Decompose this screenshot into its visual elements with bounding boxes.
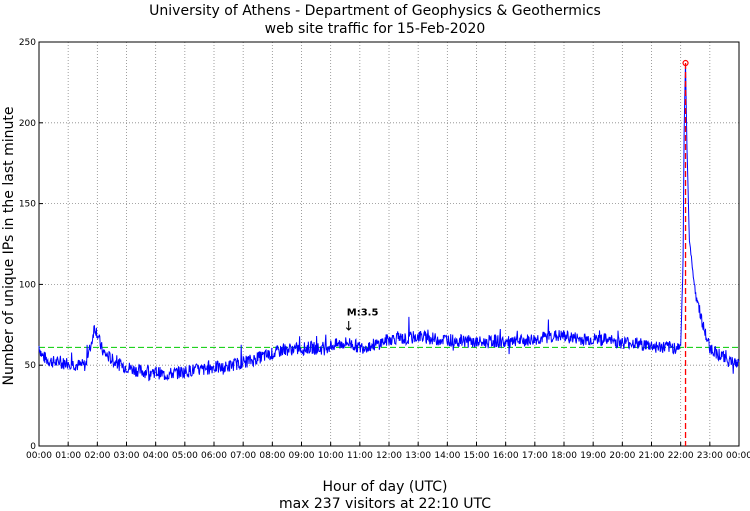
annotation-label: M:3.5 (347, 308, 379, 319)
x-tick-label: 08:00 (259, 451, 285, 461)
y-tick-label: 250 (19, 38, 36, 48)
x-tick-label: 09:00 (289, 451, 315, 461)
chart-title: University of Athens - Department of Geo… (149, 3, 601, 19)
x-tick-label: 16:00 (493, 451, 519, 461)
y-tick-label: 100 (19, 280, 36, 290)
x-tick-label: 12:00 (376, 451, 402, 461)
annotation-arrow-icon: ↓ (343, 320, 354, 335)
x-tick-label: 10:00 (318, 451, 344, 461)
x-tick-label: 13:00 (405, 451, 431, 461)
y-tick-label: 50 (25, 361, 37, 371)
x-tick-label: 15:00 (464, 451, 490, 461)
x-tick-label: 00:00 (26, 451, 52, 461)
axis-ticks: 00:00 01:00 02:00 03:00 04:00 05:00 06:00 07:00… (19, 38, 750, 461)
x-tick-label: 23:00 (697, 451, 723, 461)
x-tick-label: 06:00 (201, 451, 227, 461)
x-tick-label: 05:00 (172, 451, 198, 461)
x-tick-label: 02:00 (84, 451, 110, 461)
x-tick-label: 00:00 (726, 451, 750, 461)
x-tick-label: 11:00 (347, 451, 373, 461)
series-line-visitors (38, 62, 740, 382)
x-tick-label: 01:00 (55, 451, 81, 461)
y-tick-label: 0 (30, 442, 36, 452)
y-tick-label: 200 (19, 119, 36, 129)
max-marker (682, 59, 689, 67)
x-tick-label: 19:00 (580, 451, 606, 461)
x-tick-label: 22:00 (668, 451, 694, 461)
x-tick-label: 18:00 (551, 451, 577, 461)
x-tick-label: 07:00 (230, 451, 256, 461)
x-tick-label: 21:00 (639, 451, 665, 461)
y-axis-label: Number of unique IPs in the last minute (1, 107, 17, 386)
x-axis-label: Hour of day (UTC) (323, 479, 448, 495)
y-tick-label: 150 (19, 200, 36, 210)
x-tick-label: 03:00 (114, 451, 140, 461)
x-tick-label: 14:00 (434, 451, 460, 461)
grid-lines (39, 42, 739, 446)
x-tick-label: 04:00 (143, 451, 169, 461)
x-tick-label: 20:00 (609, 451, 635, 461)
x-tick-label: 17:00 (522, 451, 548, 461)
max-summary: max 237 visitors at 22:10 UTC (279, 496, 491, 511)
chart-subtitle: web site traffic for 15-Feb-2020 (265, 21, 486, 37)
